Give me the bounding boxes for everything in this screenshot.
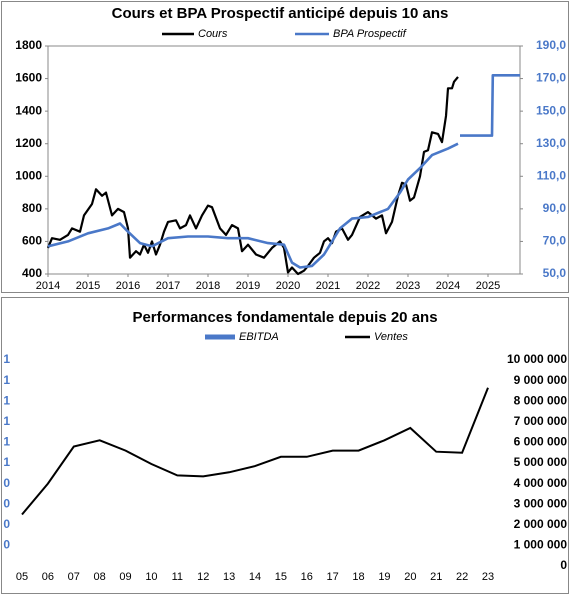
series-line [21,387,489,516]
x-tick-label: 05 [16,571,28,583]
y2-tick-label: 2 000 000 [514,517,568,531]
y-tick-label: 1400 [15,103,42,117]
y-tick-label: 1 [3,455,10,469]
y-tick-label: 1 [3,435,10,449]
x-tick-label: 12 [197,571,209,583]
x-tick-label: 2024 [436,280,460,292]
x-tick-label: 2023 [396,280,420,292]
x-tick-label: 22 [456,571,468,583]
y2-tick-label: 150,0 [536,103,566,117]
chart-frame [1,297,569,594]
chart-frame [1,1,569,293]
chart-title: Cours et BPA Prospectif anticipé depuis … [112,5,449,22]
y2-tick-label: 5 000 000 [514,455,568,469]
x-tick-label: 2015 [76,280,100,292]
y-tick-label: 1 [3,373,10,387]
x-tick-label: 15 [275,571,287,583]
legend-label: Ventes [374,331,408,343]
x-tick-label: 11 [172,571,183,583]
x-tick-label: 10 [145,571,157,583]
y-tick-label: 400 [22,266,42,280]
x-tick-label: 2014 [36,280,60,292]
y2-tick-label: 110,0 [537,168,567,182]
y2-tick-label: 10 000 000 [507,352,567,366]
y2-tick-label: 190,0 [536,38,566,52]
x-tick-label: 23 [482,571,494,583]
y-tick-label: 0 [3,496,10,510]
y2-tick-label: 6 000 000 [514,435,568,449]
x-tick-label: 2022 [356,280,380,292]
y-tick-label: 1 [3,414,10,428]
x-tick-label: 18 [352,571,364,583]
x-tick-label: 06 [42,571,54,583]
legend-label: BPA Prospectif [333,28,407,40]
x-tick-label: 09 [119,571,131,583]
plot-area [47,45,521,275]
y-tick-label: 1800 [15,38,42,52]
x-tick-label: 2020 [276,280,300,292]
y-tick-label: 0 [3,517,10,531]
y-tick-label: 0 [3,476,10,490]
x-tick-label: 2016 [116,280,140,292]
x-tick-label: 07 [68,571,80,583]
y-tick-label: 1 [3,393,10,407]
legend-label: EBITDA [239,331,279,343]
y2-tick-label: 9 000 000 [514,373,568,387]
x-tick-label: 2017 [156,280,180,292]
y-tick-label: 1200 [15,136,42,150]
legend-label: Cours [198,28,228,40]
x-tick-label: 21 [430,571,442,583]
x-tick-label: 14 [249,571,261,583]
y-tick-label: 1000 [15,168,42,182]
y2-tick-label: 170,0 [536,71,566,85]
x-tick-label: 20 [404,571,416,583]
x-tick-label: 16 [301,571,313,583]
x-tick-label: 13 [223,571,235,583]
y2-tick-label: 50,0 [543,266,567,280]
y-tick-label: 1 [3,352,10,366]
y2-tick-label: 3 000 000 [514,496,568,510]
x-tick-label: 19 [378,571,390,583]
series-line [47,74,520,269]
x-tick-label: 2021 [316,280,340,292]
x-tick-label: 2019 [236,280,260,292]
y2-tick-label: 0 [560,558,567,572]
y-tick-label: 800 [22,201,42,215]
y2-tick-label: 70,0 [543,234,567,248]
x-tick-label: 17 [327,571,339,583]
series-line [46,76,459,276]
x-tick-label: 08 [94,571,106,583]
y2-tick-label: 8 000 000 [514,393,568,407]
y2-tick-label: 4 000 000 [514,476,568,490]
y-tick-label: 0 [3,538,10,552]
y2-tick-label: 90,0 [543,201,567,215]
y-tick-label: 1600 [15,71,42,85]
y2-tick-label: 130,0 [536,136,566,150]
y2-tick-label: 1 000 000 [514,538,568,552]
y-tick-label: 600 [22,234,42,248]
chart-title: Performances fondamentale depuis 20 ans [132,309,437,326]
x-tick-label: 2018 [196,280,220,292]
y2-tick-label: 7 000 000 [514,414,568,428]
x-tick-label: 2025 [476,280,500,292]
